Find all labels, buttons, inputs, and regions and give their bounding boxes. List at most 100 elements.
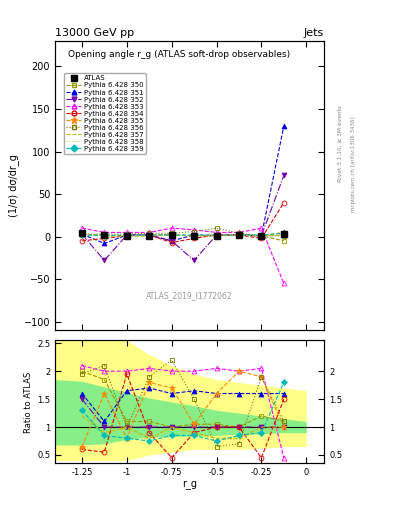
Pythia 6.428 356 xyxy=(169,230,174,237)
Pythia 6.428 359 xyxy=(80,232,84,238)
Text: ATLAS_2019_I1772062: ATLAS_2019_I1772062 xyxy=(146,291,233,300)
Pythia 6.428 359 xyxy=(125,232,129,238)
Pythia 6.428 354 xyxy=(259,236,264,242)
Pythia 6.428 351 xyxy=(259,233,264,239)
Pythia 6.428 358 xyxy=(102,233,107,239)
Pythia 6.428 355 xyxy=(147,232,152,238)
Pythia 6.428 359 xyxy=(214,232,219,238)
Pythia 6.428 358 xyxy=(237,232,241,238)
Line: Pythia 6.428 356: Pythia 6.428 356 xyxy=(79,226,286,238)
Pythia 6.428 358 xyxy=(214,233,219,239)
Text: Opening angle r_g (ATLAS soft-drop observables): Opening angle r_g (ATLAS soft-drop obser… xyxy=(68,50,290,59)
Pythia 6.428 359 xyxy=(102,233,107,239)
Pythia 6.428 352 xyxy=(237,232,241,238)
Pythia 6.428 359 xyxy=(169,232,174,238)
Y-axis label: Ratio to ATLAS: Ratio to ATLAS xyxy=(24,371,33,433)
Pythia 6.428 350 xyxy=(192,233,196,239)
Line: Pythia 6.428 351: Pythia 6.428 351 xyxy=(79,123,286,246)
Pythia 6.428 353 xyxy=(281,281,286,287)
Pythia 6.428 355 xyxy=(169,232,174,238)
Pythia 6.428 351 xyxy=(281,123,286,129)
Pythia 6.428 355 xyxy=(214,232,219,238)
Pythia 6.428 354 xyxy=(102,236,107,242)
Pythia 6.428 351 xyxy=(80,231,84,237)
Pythia 6.428 353 xyxy=(237,229,241,236)
Pythia 6.428 353 xyxy=(147,229,152,236)
Pythia 6.428 353 xyxy=(80,225,84,231)
Pythia 6.428 354 xyxy=(125,233,129,239)
Pythia 6.428 356 xyxy=(80,231,84,237)
Y-axis label: (1/σ) dσ/dr_g: (1/σ) dσ/dr_g xyxy=(9,154,20,217)
Pythia 6.428 353 xyxy=(192,227,196,233)
Pythia 6.428 355 xyxy=(102,233,107,239)
Pythia 6.428 355 xyxy=(125,233,129,239)
Pythia 6.428 354 xyxy=(281,200,286,206)
Pythia 6.428 356 xyxy=(259,233,264,239)
Line: Pythia 6.428 358: Pythia 6.428 358 xyxy=(82,234,284,236)
Line: Pythia 6.428 357: Pythia 6.428 357 xyxy=(82,234,284,236)
Pythia 6.428 352 xyxy=(147,232,152,238)
Pythia 6.428 356 xyxy=(125,231,129,237)
Pythia 6.428 352 xyxy=(214,232,219,238)
Text: mcplots.cern.ch [arXiv:1306.3436]: mcplots.cern.ch [arXiv:1306.3436] xyxy=(351,116,356,211)
Pythia 6.428 357 xyxy=(259,233,264,239)
Pythia 6.428 357 xyxy=(169,232,174,238)
Pythia 6.428 353 xyxy=(102,229,107,236)
Pythia 6.428 354 xyxy=(169,240,174,246)
Pythia 6.428 355 xyxy=(80,231,84,237)
Pythia 6.428 350 xyxy=(102,232,107,238)
Pythia 6.428 359 xyxy=(237,232,241,238)
Pythia 6.428 356 xyxy=(147,230,152,237)
Pythia 6.428 350 xyxy=(169,232,174,238)
Legend: ATLAS, Pythia 6.428 350, Pythia 6.428 351, Pythia 6.428 352, Pythia 6.428 353, P: ATLAS, Pythia 6.428 350, Pythia 6.428 35… xyxy=(64,73,146,154)
Pythia 6.428 358 xyxy=(259,233,264,239)
Pythia 6.428 359 xyxy=(281,230,286,237)
Pythia 6.428 355 xyxy=(259,233,264,239)
Pythia 6.428 357 xyxy=(192,233,196,239)
Pythia 6.428 350 xyxy=(259,233,264,239)
Pythia 6.428 356 xyxy=(214,225,219,231)
Pythia 6.428 354 xyxy=(237,232,241,238)
Pythia 6.428 350 xyxy=(237,232,241,238)
Pythia 6.428 357 xyxy=(125,233,129,239)
Pythia 6.428 357 xyxy=(281,232,286,238)
Pythia 6.428 352 xyxy=(80,231,84,237)
Pythia 6.428 354 xyxy=(147,232,152,238)
Pythia 6.428 352 xyxy=(281,173,286,179)
Pythia 6.428 351 xyxy=(214,233,219,239)
Pythia 6.428 354 xyxy=(80,238,84,244)
Pythia 6.428 355 xyxy=(281,229,286,236)
Pythia 6.428 350 xyxy=(281,238,286,244)
Pythia 6.428 351 xyxy=(125,232,129,238)
Pythia 6.428 357 xyxy=(214,233,219,239)
X-axis label: r_g: r_g xyxy=(182,480,197,490)
Line: Pythia 6.428 353: Pythia 6.428 353 xyxy=(79,226,286,286)
Pythia 6.428 354 xyxy=(214,232,219,238)
Pythia 6.428 356 xyxy=(102,231,107,237)
Line: Pythia 6.428 352: Pythia 6.428 352 xyxy=(79,173,286,263)
Text: 13000 GeV pp: 13000 GeV pp xyxy=(55,28,134,38)
Pythia 6.428 359 xyxy=(259,232,264,238)
Pythia 6.428 351 xyxy=(102,240,107,246)
Pythia 6.428 358 xyxy=(192,233,196,239)
Pythia 6.428 353 xyxy=(214,229,219,236)
Pythia 6.428 354 xyxy=(192,236,196,242)
Pythia 6.428 350 xyxy=(214,232,219,238)
Pythia 6.428 352 xyxy=(102,258,107,264)
Line: Pythia 6.428 359: Pythia 6.428 359 xyxy=(80,231,286,238)
Text: Rivet 3.1.10, ≥ 3M events: Rivet 3.1.10, ≥ 3M events xyxy=(338,105,342,182)
Line: Pythia 6.428 354: Pythia 6.428 354 xyxy=(79,200,286,245)
Pythia 6.428 352 xyxy=(169,238,174,244)
Line: Pythia 6.428 350: Pythia 6.428 350 xyxy=(79,231,286,243)
Pythia 6.428 353 xyxy=(125,229,129,236)
Pythia 6.428 359 xyxy=(147,232,152,238)
Pythia 6.428 351 xyxy=(192,232,196,238)
Pythia 6.428 352 xyxy=(125,232,129,238)
Pythia 6.428 358 xyxy=(169,232,174,238)
Pythia 6.428 353 xyxy=(259,225,264,231)
Pythia 6.428 356 xyxy=(192,228,196,234)
Pythia 6.428 358 xyxy=(80,231,84,237)
Pythia 6.428 352 xyxy=(259,233,264,239)
Pythia 6.428 356 xyxy=(281,233,286,239)
Pythia 6.428 359 xyxy=(192,232,196,238)
